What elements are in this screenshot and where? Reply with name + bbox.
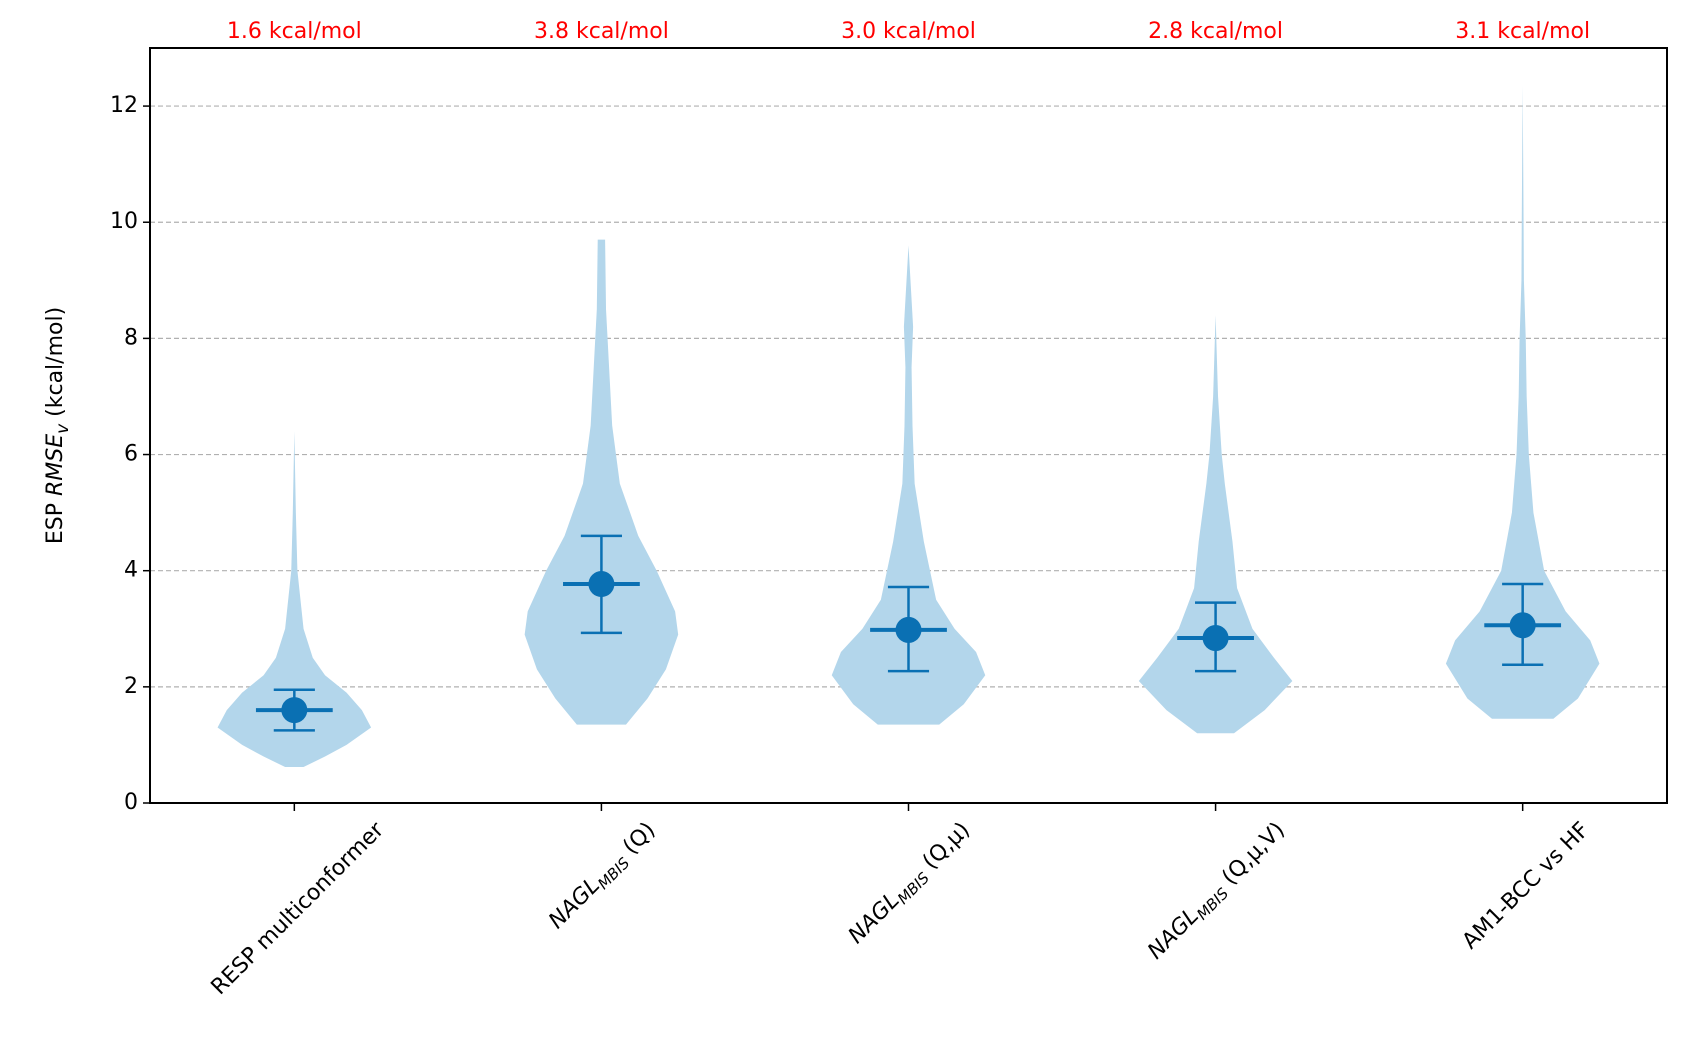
y-tick-label: 4: [124, 558, 138, 583]
x-tick-label: NAGLMBIS(Q): [544, 818, 662, 936]
y-tick-label: 6: [124, 442, 138, 467]
value-label: 3.0 kcal/mol: [841, 19, 976, 44]
x-label-part: AM1-BCC vs HF: [1458, 818, 1595, 955]
y-label-part: ESP: [43, 503, 68, 544]
value-label: 3.8 kcal/mol: [534, 19, 669, 44]
y-label-part: v: [53, 423, 73, 434]
mean-dot: [1202, 625, 1229, 652]
x-label-part: MBIS: [1193, 884, 1232, 923]
x-tick-label: RESP multiconformer: [207, 817, 390, 1000]
x-tick-label: NAGLMBIS(Q,μ,V): [1143, 818, 1292, 967]
x-label-part: (Q): [618, 818, 660, 860]
x-label-part: MBIS: [594, 854, 633, 893]
y-tick-label: 12: [110, 93, 138, 118]
plot-frame: [149, 47, 1668, 804]
x-label-part: MBIS: [894, 868, 933, 907]
x-label-part: RESP multiconformer: [207, 817, 390, 1000]
mean-dot: [895, 616, 922, 643]
y-tick-label: 10: [110, 209, 138, 234]
y-label-part: RMSE: [43, 434, 68, 496]
x-tick-label: NAGLMBIS(Q,μ): [844, 818, 977, 951]
x-label-part: (Q,μ,V): [1217, 818, 1289, 890]
violin: [831, 245, 986, 725]
y-label-part: (kcal/mol): [43, 307, 68, 417]
y-tick-label: 2: [124, 674, 138, 699]
value-label: 1.6 kcal/mol: [227, 19, 362, 44]
violin: [217, 431, 372, 767]
violin: [1445, 85, 1600, 719]
y-axis-label: ESP RMSEv (kcal/mol): [43, 307, 73, 544]
mean-dot: [588, 571, 615, 598]
value-label: 2.8 kcal/mol: [1148, 19, 1283, 44]
x-label-part: (Q,μ): [918, 818, 975, 875]
x-tick-label: AM1-BCC vs HF: [1458, 818, 1595, 955]
mean-dot: [1509, 612, 1536, 639]
value-label: 3.1 kcal/mol: [1455, 19, 1590, 44]
violin: [524, 239, 679, 725]
y-tick-label: 0: [124, 790, 138, 815]
mean-dot: [281, 697, 308, 724]
y-tick-label: 8: [124, 325, 138, 350]
violin: [1138, 315, 1293, 734]
